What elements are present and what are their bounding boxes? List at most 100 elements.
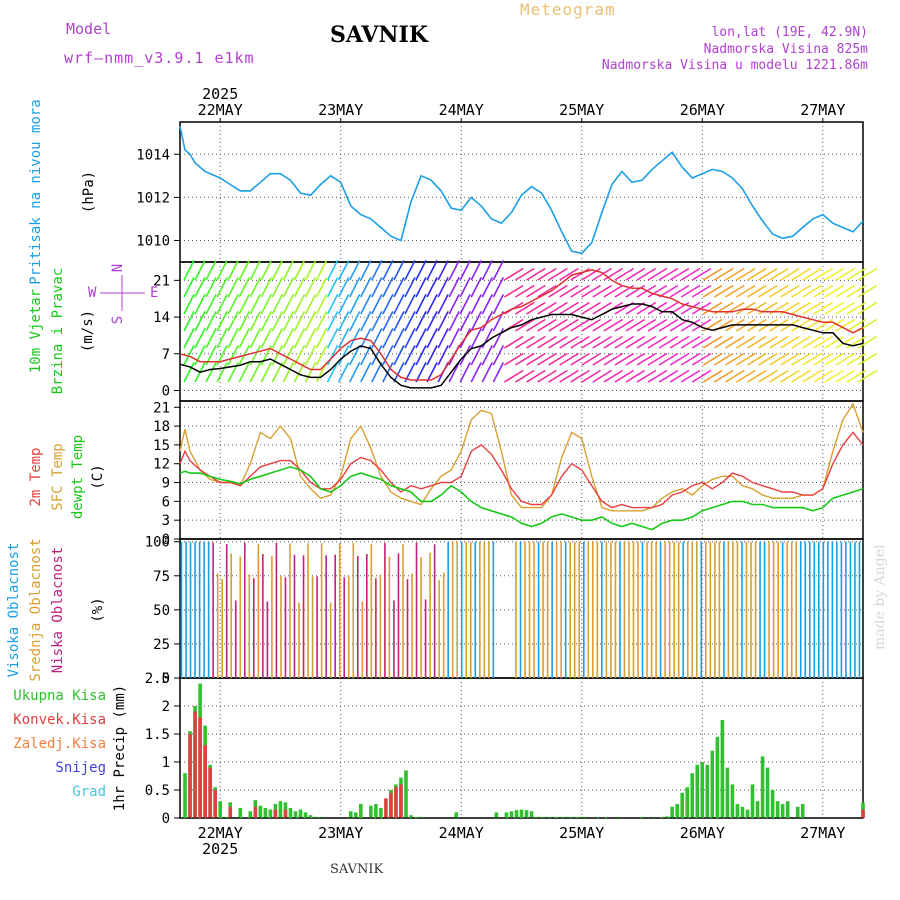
wind-barb (238, 277, 250, 298)
wind-barb (304, 328, 317, 349)
wind-barb (183, 362, 195, 383)
precip_total-bar (735, 804, 740, 818)
precip_total-bar (504, 812, 509, 818)
wind-barb (724, 369, 745, 383)
wind-barb (570, 318, 590, 332)
precip_total-bar (534, 816, 539, 818)
wind-barb (326, 311, 339, 332)
wind-barb (647, 318, 668, 332)
wind-barb (647, 267, 668, 281)
wind-barb (216, 294, 228, 315)
wind-barb (846, 318, 867, 332)
wind-barb (238, 362, 250, 383)
wind-barb (669, 318, 690, 332)
wind-barb (824, 301, 845, 315)
y-axis-label: (C) (90, 464, 106, 489)
wind-barb (802, 335, 822, 349)
wind-barb (592, 301, 612, 315)
wind-barb (791, 318, 811, 332)
wind-barb (736, 284, 756, 298)
wind-barb (747, 352, 767, 366)
wind-barb (260, 328, 273, 349)
wind-barb (337, 362, 350, 383)
wind-barb (183, 311, 195, 332)
wind-barb (293, 277, 306, 298)
wind-barb (205, 277, 217, 298)
wind-barb (227, 277, 239, 298)
wind-barb (492, 277, 505, 298)
y-tick-label: 0 (162, 384, 170, 400)
precip_total-bar (529, 811, 534, 818)
precip_total-bar (308, 815, 313, 818)
wind-barb (769, 335, 789, 349)
y-tick-label: 14 (153, 310, 170, 326)
precip_total-bar (650, 816, 654, 818)
wind-barb (205, 362, 217, 383)
wind-barb (183, 260, 195, 281)
y-tick-label: 21 (153, 400, 170, 416)
wind-barb (404, 345, 416, 366)
model-elevation: Nadmorska Visina u modelu 1221.86m (601, 58, 868, 73)
wind-barb (603, 267, 624, 281)
y-tick-label: 1 (162, 755, 170, 771)
wind-barb (581, 369, 601, 383)
wind-barb (824, 335, 845, 349)
wind-barb (691, 369, 712, 383)
precip_conv-bar (861, 809, 865, 818)
wind-barb (271, 328, 284, 349)
wind-barb (238, 294, 250, 315)
wind-barb (780, 335, 800, 349)
wind-barb (702, 369, 723, 383)
wind-barb (769, 369, 789, 383)
wind-barb (371, 311, 383, 332)
y-axis-label: 2m Temp (28, 447, 44, 506)
wind-barb (570, 369, 590, 383)
wind-barb (371, 294, 383, 315)
wind-barb (293, 328, 306, 349)
wind-barb (835, 369, 856, 383)
wind-barb (481, 260, 494, 281)
wind-barb (470, 311, 482, 332)
wind-barb (592, 335, 612, 349)
wind-barb (702, 267, 723, 281)
y-tick-label: 1010 (136, 233, 170, 249)
wind-barb (426, 311, 438, 332)
wind-barb (227, 311, 239, 332)
precip_total-bar (740, 806, 745, 818)
precip_total-bar (675, 804, 679, 818)
y-tick-label: 15 (153, 438, 170, 454)
wind-barb (360, 328, 372, 349)
wind-barb (736, 267, 756, 281)
wind-barb-field (183, 260, 878, 383)
precip-legend-item: Snijeg (55, 760, 106, 776)
wind-barb (360, 260, 372, 281)
panel-frame (179, 677, 864, 819)
precip_total-bar (514, 810, 519, 818)
wind-barb (227, 345, 239, 366)
wind-barb (249, 311, 262, 332)
day-label-bottom: 24MAY (439, 824, 484, 842)
wind-barb (227, 328, 239, 349)
wind-barb (393, 260, 405, 281)
wind-barb (515, 335, 535, 349)
model-name: wrf—nmm_v3.9.1 e1km (64, 49, 255, 67)
temp_2m-line (179, 431, 864, 509)
wind-barb (636, 267, 657, 281)
precip_conv-bar (253, 806, 258, 818)
day-label-bottom: 22MAY (198, 824, 243, 842)
footer-station: SAVNIK (330, 862, 384, 877)
wind-barb (526, 318, 546, 332)
precip_total-bar (800, 804, 805, 818)
wind-barb (481, 277, 494, 298)
wind-barb (504, 335, 524, 349)
y-tick-label: 0 (162, 671, 170, 687)
precip_total-bar (569, 816, 574, 818)
wind-barb (713, 352, 734, 366)
precip_total-bar (258, 805, 263, 818)
wind-barb (371, 362, 383, 383)
wind-barb (835, 301, 856, 315)
wind-barb (492, 260, 505, 281)
wind-barb (216, 362, 228, 383)
precip_total-bar (374, 804, 378, 818)
wind-barb (791, 369, 811, 383)
